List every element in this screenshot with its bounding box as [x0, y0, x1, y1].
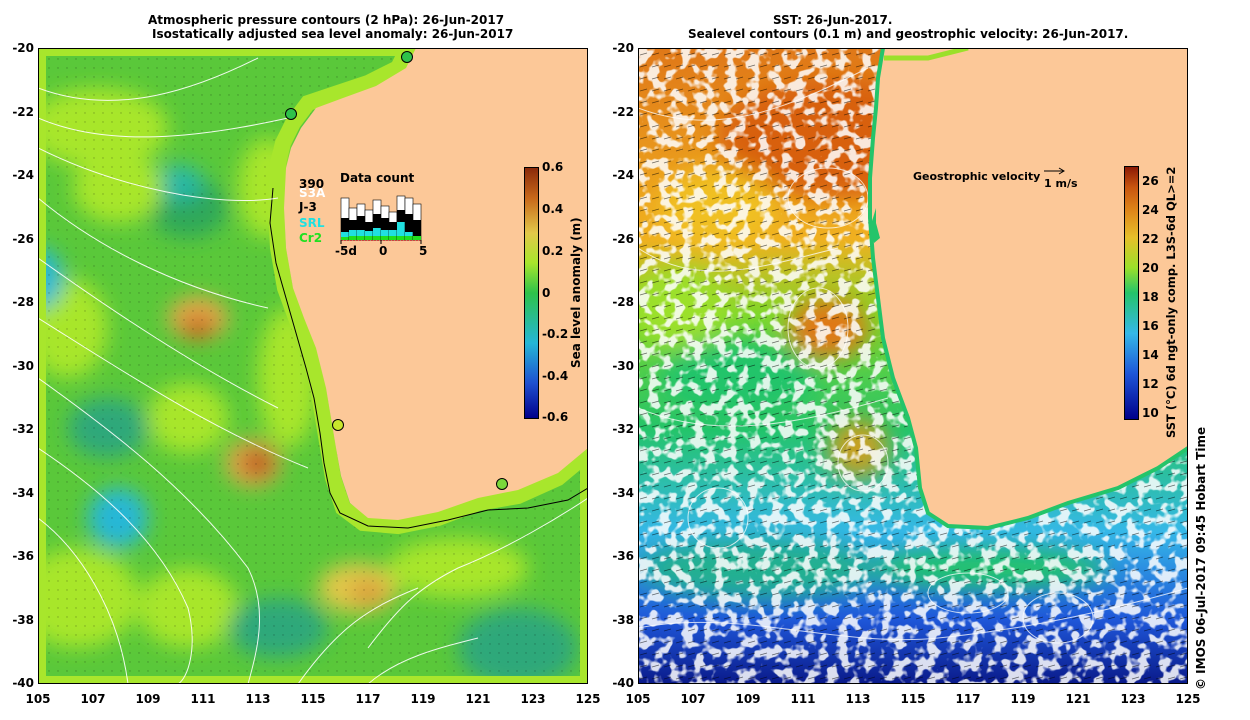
colorbar-tick-label: -0.6: [542, 410, 569, 424]
tide-gauge-marker[interactable]: [332, 419, 344, 431]
colorbar-tick-label: 0.2: [542, 244, 564, 258]
lon-tick-label: 121: [465, 692, 491, 706]
lat-tick-label: -32: [612, 422, 634, 436]
data-count-total: 390: [299, 177, 325, 191]
data-count-axis-tick: 5: [419, 244, 428, 258]
australia-landmass: [284, 48, 588, 520]
lon-tick-label: 111: [190, 692, 216, 706]
velocity-scale-arrow-icon: [1044, 167, 1065, 175]
lon-tick-label: 107: [80, 692, 106, 706]
right-title-line2: Sealevel contours (0.1 m) and geostrophi…: [688, 27, 1129, 41]
left-title-line2: Isostatically adjusted sea level anomaly…: [152, 27, 514, 41]
colorbar-tick-label: 0.4: [542, 202, 564, 216]
colorbar-tick-label: -0.4: [542, 369, 569, 383]
lat-tick-label: -28: [612, 295, 634, 309]
data-count-inset: Data count 390 S3A J-3 SRL Cr2 -5d 0 5: [295, 170, 435, 260]
velocity-scale-label: 1 m/s: [1044, 177, 1078, 190]
lon-tick-label: 109: [135, 692, 161, 706]
satellite-label-j3: J-3: [299, 200, 317, 214]
left-title-line1: Atmospheric pressure contours (2 hPa): 2…: [148, 13, 505, 27]
lat-tick-label: -26: [612, 232, 634, 246]
lon-tick-label: 121: [1065, 692, 1091, 706]
sea-level-colorbar-label: Sea level anomaly (m): [569, 217, 583, 368]
lon-tick-label: 125: [575, 692, 601, 706]
satellite-label-s3a: S3A: [299, 186, 326, 200]
lon-tick-label: 119: [1010, 692, 1036, 706]
lat-tick-label: -30: [12, 359, 34, 373]
lon-tick-label: 117: [355, 692, 381, 706]
lat-tick-label: -38: [612, 613, 634, 627]
colorbar-tick-label: 16: [1142, 319, 1159, 333]
colorbar-tick-label: 26: [1142, 174, 1159, 188]
lon-tick-label: 125: [1175, 692, 1201, 706]
colorbar-tick-label: 10: [1142, 406, 1159, 420]
histogram-bars: [340, 195, 422, 241]
data-count-axis-tick: -5d: [335, 244, 357, 258]
colorbar-tick-label: -0.2: [542, 327, 569, 341]
lat-tick-label: -40: [612, 676, 634, 690]
lat-tick-label: -22: [12, 105, 34, 119]
lat-tick-label: -38: [12, 613, 34, 627]
lat-tick-label: -30: [612, 359, 634, 373]
imos-credit: © IMOS 06-Jul-2017 09:45 Hobart Time: [1194, 426, 1208, 690]
sst-colorbar: [1124, 166, 1139, 420]
colorbar-tick-label: 0: [542, 286, 551, 300]
lon-tick-label: 113: [245, 692, 271, 706]
lat-tick-label: -28: [12, 295, 34, 309]
lon-tick-label: 107: [680, 692, 706, 706]
satellite-label-srl: SRL: [299, 216, 325, 230]
lat-tick-label: -26: [12, 232, 34, 246]
lat-tick-label: -36: [612, 549, 634, 563]
satellite-label-cr2: Cr2: [299, 231, 323, 245]
lat-tick-label: -24: [612, 168, 634, 182]
right-title-line1: SST: 26-Jun-2017.: [773, 13, 893, 27]
pressure-contours: [38, 57, 588, 684]
colorbar-tick-label: 18: [1142, 290, 1159, 304]
australia-landmass: [870, 48, 1188, 528]
sea-level-anomaly-map: [38, 48, 588, 684]
lat-tick-label: -34: [12, 486, 34, 500]
lat-tick-label: -20: [612, 41, 634, 55]
geostrophic-velocity-label: Geostrophic velocity: [913, 170, 1041, 183]
shelf-contour: [269, 187, 588, 529]
lon-tick-label: 117: [955, 692, 981, 706]
lon-tick-label: 109: [735, 692, 761, 706]
lon-tick-label: 105: [25, 692, 51, 706]
lon-tick-label: 105: [625, 692, 651, 706]
colorbar-tick-label: 14: [1142, 348, 1159, 362]
lon-tick-label: 111: [790, 692, 816, 706]
lat-tick-label: -36: [12, 549, 34, 563]
colorbar-tick-label: 12: [1142, 377, 1159, 391]
lon-tick-label: 123: [1120, 692, 1146, 706]
shark-bay: [870, 208, 880, 243]
sst-colorbar-label: SST (°C) 6d ngt-only comp. L3S-6d QL>=2: [1164, 166, 1178, 438]
data-count-histogram: [340, 195, 422, 244]
sea-level-colorbar: [524, 167, 539, 419]
lon-tick-label: 115: [300, 692, 326, 706]
colorbar-tick-label: 0.6: [542, 160, 564, 174]
sst-map: [638, 48, 1188, 684]
lon-tick-label: 119: [410, 692, 436, 706]
tide-gauge-marker[interactable]: [401, 51, 413, 63]
sea-level-contours: [638, 67, 1188, 644]
tide-gauge-marker[interactable]: [496, 478, 508, 490]
lon-tick-label: 113: [845, 692, 871, 706]
lat-tick-label: -32: [12, 422, 34, 436]
tide-gauge-marker[interactable]: [285, 108, 297, 120]
colorbar-tick-label: 20: [1142, 261, 1159, 275]
colorbar-tick-label: 24: [1142, 203, 1159, 217]
lat-tick-label: -22: [612, 105, 634, 119]
lat-tick-label: -20: [12, 41, 34, 55]
colorbar-tick-label: 22: [1142, 232, 1159, 246]
lat-tick-label: -40: [12, 676, 34, 690]
lat-tick-label: -34: [612, 486, 634, 500]
data-count-title: Data count: [340, 171, 415, 185]
lat-tick-label: -24: [12, 168, 34, 182]
lon-tick-label: 123: [520, 692, 546, 706]
data-count-axis-tick: 0: [379, 244, 388, 258]
lon-tick-label: 115: [900, 692, 926, 706]
